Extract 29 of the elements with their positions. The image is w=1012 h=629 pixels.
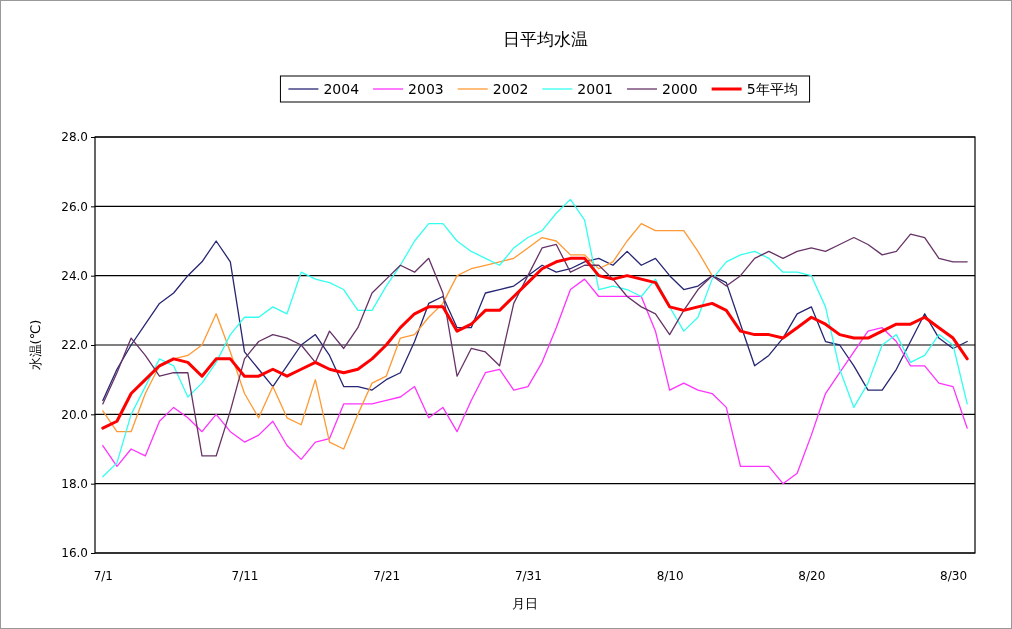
y-tick-label: 20.0 xyxy=(61,407,88,422)
legend-label: 2000 xyxy=(662,81,698,97)
legend-label: 2004 xyxy=(323,81,360,97)
line-series xyxy=(102,233,968,457)
line-series xyxy=(101,256,969,430)
y-axis-title: 水温(℃) xyxy=(28,319,43,371)
y-tick-label: 22.0 xyxy=(61,338,88,353)
legend-label: 2003 xyxy=(408,81,444,97)
x-tick-label: 7/21 xyxy=(373,568,401,583)
line-series xyxy=(102,278,968,485)
x-tick-label: 8/20 xyxy=(798,568,826,583)
y-tick-label: 24.0 xyxy=(61,269,88,284)
x-tick-label: 8/10 xyxy=(656,568,684,583)
line-series xyxy=(102,198,968,478)
y-tick-label: 18.0 xyxy=(61,477,88,492)
x-tick-label: 7/31 xyxy=(514,568,542,583)
y-tick-label: 28.0 xyxy=(61,130,88,145)
line-series xyxy=(102,240,968,402)
legend-label: 2001 xyxy=(577,81,613,97)
chart-title: 日平均水温 xyxy=(502,29,588,49)
x-tick-label: 7/11 xyxy=(231,568,259,583)
x-tick-label: 8/30 xyxy=(940,568,968,583)
x-tick-label: 7/1 xyxy=(93,568,113,583)
y-tick-label: 16.0 xyxy=(61,546,88,561)
line-series xyxy=(102,223,713,450)
x-axis-title: 月日 xyxy=(512,596,538,611)
legend-label: 5年平均 xyxy=(746,81,798,97)
legend-label: 2002 xyxy=(492,81,529,97)
y-tick-label: 26.0 xyxy=(61,199,88,214)
